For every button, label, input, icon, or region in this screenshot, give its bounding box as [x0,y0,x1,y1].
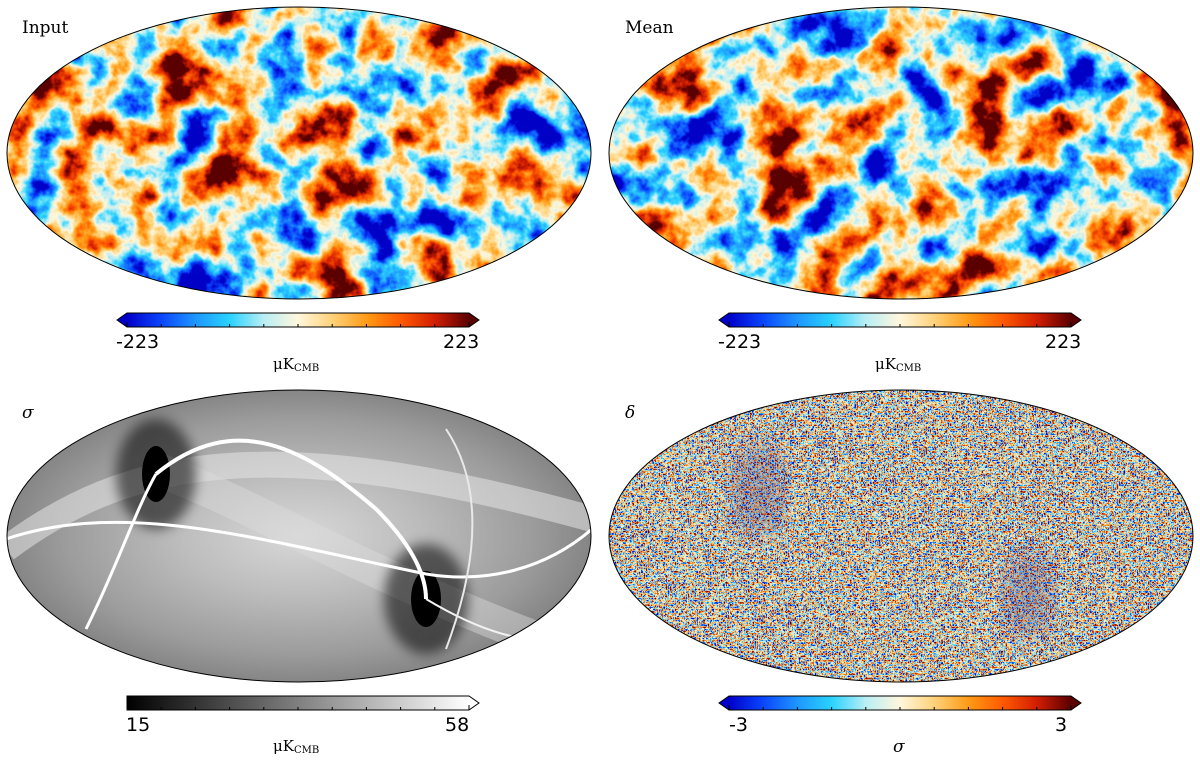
panel-title-mean: Mean [625,18,674,38]
colorbar-max-label-mean: 223 [1045,331,1082,353]
colorbar-gradient [127,696,469,710]
bright-arc [7,520,591,579]
bright-arc [445,428,474,650]
pole-patch [1002,549,1054,639]
colorbar-unit-delta: σ [893,737,905,757]
scan-band [150,453,591,676]
colorbar-min-label-delta: -3 [729,714,748,736]
colorbar-gradient [729,313,1071,327]
sky-map-delta [608,389,1194,683]
map-background [7,390,591,682]
map-outline [6,389,592,683]
colorbar-max-label-input: 223 [443,331,480,353]
map-outline [608,389,1194,683]
colorbar-max-arrow [469,696,479,710]
colorbar-min-label-input: -223 [116,331,160,353]
sky-map-sigma [6,389,592,683]
colorbar-min-arrow [719,313,729,327]
colorbar-min-label-mean: -223 [718,331,762,353]
colorbar-unit-mean: μKCMB [875,355,922,374]
colorbar-unit-input: μKCMB [273,355,320,374]
colorbar-max-arrow [1071,696,1081,710]
panel-title-input: Input [22,18,69,38]
pole-patch [730,439,786,539]
panel-title-sigma: σ [22,403,34,423]
map-outline [6,6,592,300]
colorbar-unit-sigma: μKCMB [273,737,320,756]
colorbar-max-label-sigma: 58 [445,714,470,736]
colorbar-sigma [126,695,480,711]
colorbar-delta [718,695,1082,711]
bright-arc [154,438,428,600]
colorbar-mean [718,312,1082,328]
bright-arc [84,473,158,630]
colorbar-max-label-delta: 3 [1055,714,1068,736]
colorbar-input [116,312,480,328]
map-outline [608,6,1194,300]
sky-map-mean [608,6,1194,300]
map-texture [609,7,1193,299]
sky-map-input [6,6,592,300]
scan-band [7,451,591,560]
map-texture [7,7,591,299]
colorbar-min-arrow [117,313,127,327]
colorbar-max-arrow [469,313,479,327]
map-texture [609,390,1193,682]
colorbar-gradient [127,313,469,327]
colorbar-min-arrow [719,696,729,710]
colorbar-min-label-sigma: 15 [126,714,151,736]
colorbar-max-arrow [1071,313,1081,327]
colorbar-gradient [729,696,1071,710]
panel-title-delta: δ [625,403,636,423]
